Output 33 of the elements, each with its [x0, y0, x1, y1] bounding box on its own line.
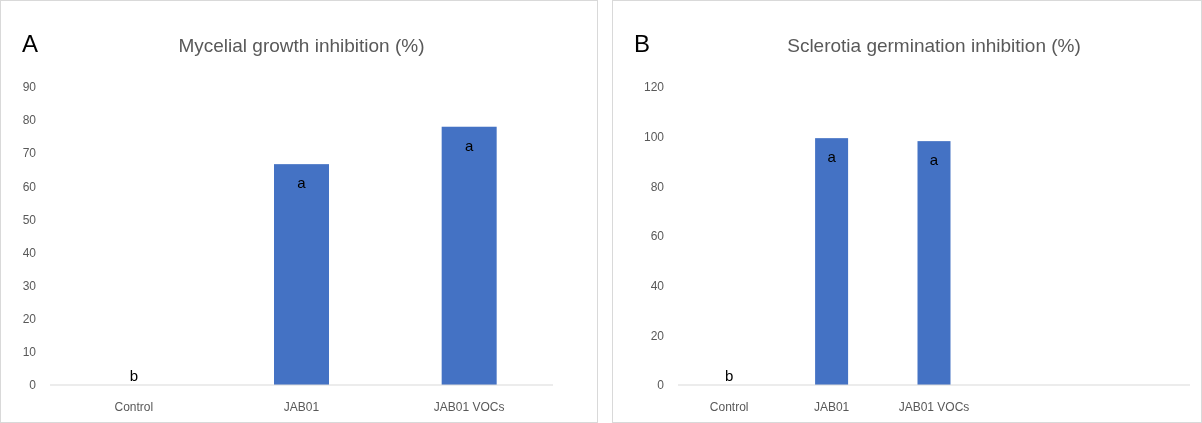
y-tick-label: 60 [22, 179, 37, 194]
annotation: a [827, 148, 837, 166]
text: A [22, 30, 39, 57]
y-tick-label: 20 [22, 311, 37, 326]
x-tick-label: JAB01 VOCs [433, 400, 505, 415]
x-tick-label: Control [709, 400, 749, 415]
x-tick-label: Control [114, 400, 154, 415]
text: B [634, 30, 651, 57]
annotation: a [929, 151, 939, 169]
y-tick-label: 40 [650, 278, 665, 293]
y-tick-label: 10 [22, 345, 37, 360]
y-tick-label: 0 [657, 378, 665, 393]
y-tick-label: 80 [22, 113, 37, 128]
y-tick-label: 120 [643, 80, 665, 95]
y-tick-label: 60 [650, 229, 665, 244]
y-tick-label: 90 [22, 80, 37, 95]
y-tick-label: 80 [650, 179, 665, 194]
y-tick-label: 70 [22, 146, 37, 161]
y-tick-label: 40 [22, 245, 37, 260]
y-tick-label: 20 [650, 328, 665, 343]
y-tick-label: 100 [643, 129, 665, 144]
chart-title: Mycelial growth inhibition (%) [178, 35, 425, 56]
annotation: a [464, 136, 474, 154]
x-tick-label: JAB01 [283, 400, 320, 415]
x-tick-label: JAB01 VOCs [898, 400, 970, 415]
annotation: b [725, 367, 734, 384]
y-tick-label: 50 [22, 212, 37, 227]
annotation: a [297, 174, 307, 192]
annotation: b [129, 367, 139, 384]
chart-title: Sclerotia germination inhibition (%) [787, 35, 1081, 56]
y-tick-label: 30 [22, 278, 37, 293]
x-tick-label: JAB01 [813, 400, 850, 415]
y-tick-label: 0 [29, 378, 37, 393]
